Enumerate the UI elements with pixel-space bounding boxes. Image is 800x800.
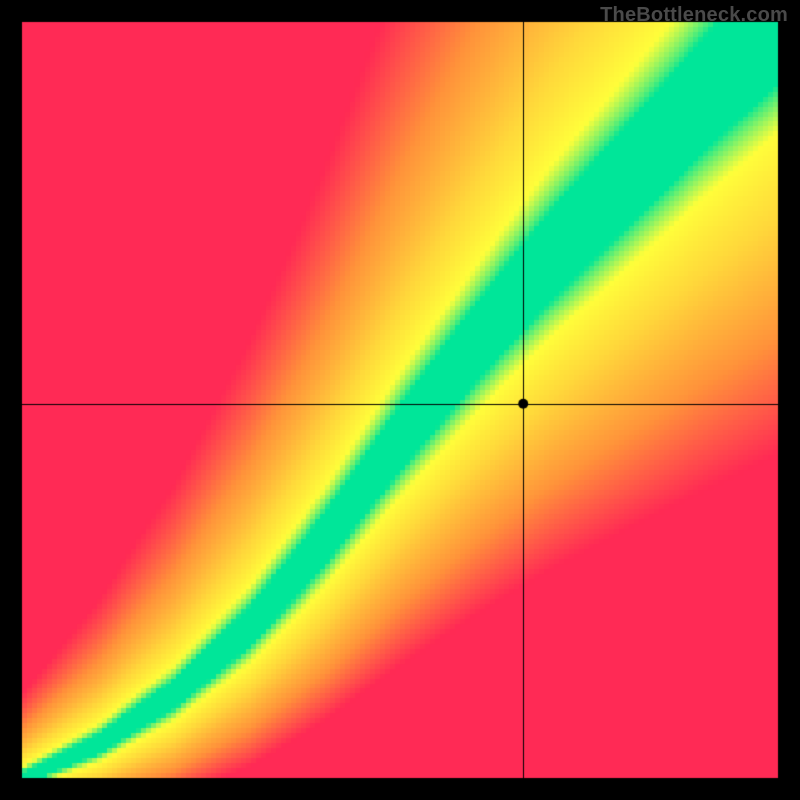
chart-container: TheBottleneck.com — [0, 0, 800, 800]
bottleneck-heatmap — [0, 0, 800, 800]
watermark-text: TheBottleneck.com — [600, 4, 788, 27]
